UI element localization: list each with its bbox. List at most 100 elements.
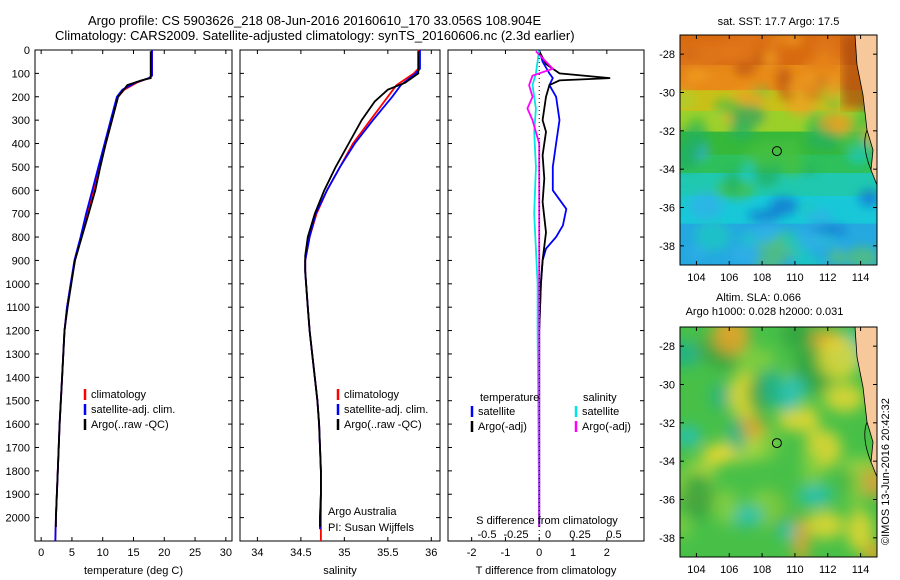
y-tick-label: 1800 [6, 466, 30, 478]
sst-patch [688, 117, 708, 128]
legend-label: climatology [91, 389, 147, 401]
map-x-tick-label: 110 [786, 272, 804, 284]
s-diff-tick-label: 0.5 [606, 529, 621, 541]
sst-patch [786, 97, 817, 115]
float-position-marker [771, 146, 782, 157]
sla-patch [680, 425, 702, 448]
x-axis-label: salinity [323, 565, 357, 577]
x-tick-label: 20 [158, 547, 170, 559]
sla-patch [680, 512, 691, 540]
s-diff-label: S difference from climatology [476, 515, 618, 527]
legend-label: satellite [478, 406, 515, 418]
panel-frame [34, 49, 233, 542]
map-frame [679, 326, 878, 558]
map-y-tick-label: -28 [659, 341, 675, 353]
float-position-marker [771, 438, 782, 449]
sst-patch [731, 245, 757, 265]
x-tick-label: 36 [425, 547, 437, 559]
profile-panel-3: -2 -1 0 1 2 T difference from climatology S di… [447, 49, 645, 577]
map-x-tick-label: 114 [852, 564, 870, 576]
sla-patch [798, 484, 833, 507]
x-tick-label: 34 [251, 547, 263, 559]
sst-patch [713, 98, 742, 114]
y-tick-label: 1400 [6, 372, 30, 384]
y-tick-label: 500 [12, 162, 30, 174]
y-tick-label: 1500 [6, 396, 30, 408]
sst-patch [755, 253, 785, 265]
sst-field [680, 35, 877, 265]
y-tick-label: 1200 [6, 326, 30, 338]
map-y-tick-label: -28 [659, 49, 675, 61]
sst-band [680, 154, 877, 174]
x-tick-label: 35.5 [377, 547, 398, 559]
sla-patch [760, 368, 783, 408]
map-x-tick-label: 114 [852, 272, 870, 284]
y-tick-label: 1900 [6, 489, 30, 501]
x-tick-label: -1 [501, 547, 511, 559]
sla-patch [778, 375, 807, 403]
map-y-tick-label: -34 [659, 164, 675, 176]
series-line-satellite [531, 49, 541, 528]
profile-panel-1: 0100200300400500600700800900100011001200… [6, 45, 233, 577]
sla-patch [801, 448, 823, 487]
sla-patch [711, 382, 729, 411]
sst-patch [858, 189, 877, 207]
sla-patch [806, 510, 844, 539]
sla-patch [712, 327, 750, 356]
sst-patch [680, 92, 697, 109]
title-line-2: Climatology: CARS2009. Satellite-adjuste… [55, 28, 575, 43]
x-tick-label: 0 [536, 547, 542, 559]
map-x-tick-label: 104 [687, 564, 705, 576]
x-axis-label: T difference from climatology [476, 565, 617, 577]
sst-patch [762, 49, 777, 68]
panel-frame [447, 49, 645, 542]
map-y-tick-label: -38 [659, 241, 675, 253]
series-line-argo--adj- [538, 50, 611, 527]
sst-patch [755, 141, 786, 154]
x-tick-label: 30 [220, 547, 232, 559]
sst-patch [734, 62, 756, 75]
sla-patch [776, 410, 809, 430]
map-x-tick-label: 106 [720, 564, 738, 576]
map-x-tick-label: 108 [753, 272, 771, 284]
sla-field [680, 327, 877, 557]
x-axis-label: temperature (deg C) [84, 565, 183, 577]
map-subtitle: Argo h1000: 0.028 h2000: 0.031 [686, 306, 844, 318]
land [854, 327, 877, 478]
sla-patch [735, 347, 776, 373]
s-diff-tick-label: -0.5 [478, 529, 497, 541]
sst-patch [828, 249, 847, 265]
sst-patch [824, 74, 843, 100]
sla-patch [817, 335, 861, 380]
credit-text: ©IMOS 13-Jun-2016 20:42:32 [880, 398, 892, 545]
map-frame [679, 34, 878, 266]
legend-label: satellite-adj. clim. [344, 404, 428, 416]
sst-patch [805, 210, 834, 224]
sla-patch [848, 464, 865, 513]
y-tick-label: 1000 [6, 279, 30, 291]
sst-patch [680, 69, 710, 82]
sst-blobs [680, 35, 877, 265]
sst-patch [802, 164, 818, 175]
sst-patch [717, 37, 745, 59]
y-tick-label: 700 [12, 209, 30, 221]
sla-blobs [680, 327, 877, 557]
legend-title-salinity: salinity [583, 392, 617, 404]
sla-patch [846, 510, 874, 552]
y-tick-label: 800 [12, 232, 30, 244]
x-tick-label: 2 [604, 547, 610, 559]
y-tick-label: 100 [12, 68, 30, 80]
map-y-tick-label: -30 [659, 380, 675, 392]
x-tick-label: 15 [127, 547, 139, 559]
sla-patch [862, 542, 877, 557]
y-tick-label: 400 [12, 139, 30, 151]
sst-patch [846, 246, 877, 265]
sst-patch [738, 233, 758, 245]
y-tick-label: 0 [24, 45, 30, 57]
map-y-tick-label: -32 [659, 126, 675, 138]
sst-patch [738, 35, 764, 43]
map-y-tick-label: -36 [659, 495, 675, 507]
sst-patch [680, 189, 691, 206]
sst-patch [747, 209, 782, 222]
